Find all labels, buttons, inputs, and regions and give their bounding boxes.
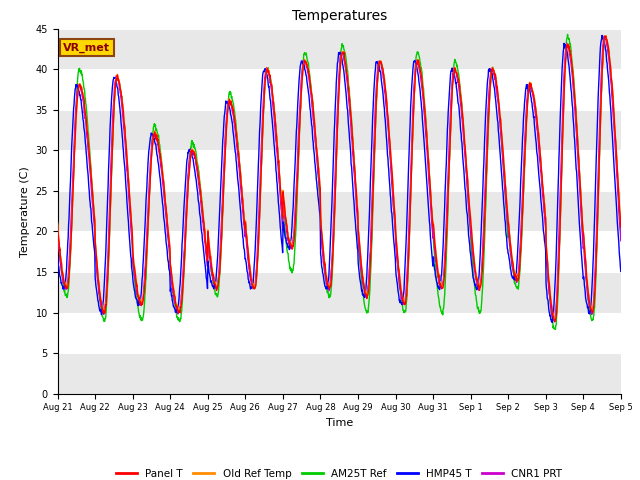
Bar [58,231,621,272]
Bar [58,150,621,191]
Text: VR_met: VR_met [63,43,110,53]
X-axis label: Time: Time [326,418,353,428]
Bar [58,69,621,110]
Bar [58,312,621,353]
Y-axis label: Temperature (C): Temperature (C) [20,166,30,257]
Legend: Panel T, Old Ref Temp, AM25T Ref, HMP45 T, CNR1 PRT: Panel T, Old Ref Temp, AM25T Ref, HMP45 … [112,465,566,480]
Title: Temperatures: Temperatures [292,10,387,24]
